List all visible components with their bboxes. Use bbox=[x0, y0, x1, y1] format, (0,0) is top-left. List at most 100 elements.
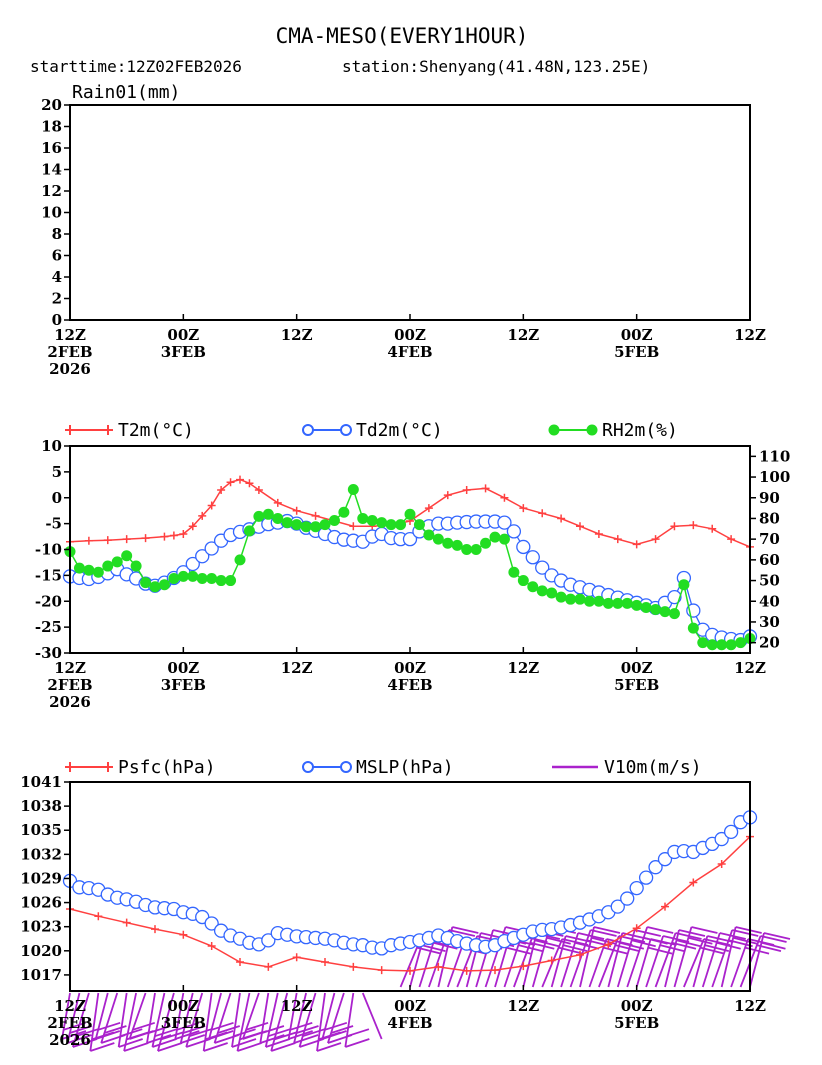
data-point bbox=[291, 519, 303, 531]
wind-barb-flag bbox=[104, 1025, 127, 1034]
data-point bbox=[517, 575, 529, 587]
data-point bbox=[519, 504, 528, 513]
data-point bbox=[281, 517, 293, 529]
wind-barb-shaft bbox=[94, 992, 109, 1040]
data-point bbox=[516, 539, 531, 555]
wind-barb-flag bbox=[182, 1025, 206, 1034]
pressure-xtick-date: 4FEB bbox=[387, 1014, 432, 1032]
wind-barb-shaft bbox=[174, 992, 185, 1040]
data-point bbox=[195, 549, 210, 564]
wind-barb-flag bbox=[118, 1038, 143, 1048]
rh-ytick-label: 20 bbox=[759, 634, 780, 652]
data-point bbox=[179, 930, 188, 939]
wind-barb-flag bbox=[95, 1030, 121, 1040]
wind-barb-flag bbox=[345, 1038, 370, 1048]
data-point bbox=[648, 860, 663, 875]
data-point bbox=[103, 536, 112, 545]
wind-barb-flag bbox=[180, 1034, 206, 1044]
wind-barb-flag bbox=[590, 929, 617, 937]
legend-entry-td2m: Td2m(°C) bbox=[302, 420, 443, 441]
wind-barb-flag bbox=[157, 1042, 183, 1052]
wind-barb-flag bbox=[296, 1025, 319, 1034]
legend-label-mslp: MSLP(hPa) bbox=[356, 757, 454, 778]
wind-barb-shaft bbox=[720, 926, 737, 988]
data-point bbox=[413, 519, 425, 531]
wind-barb-shaft bbox=[321, 992, 336, 1040]
wind-barb-flag bbox=[90, 1042, 115, 1052]
data-point bbox=[610, 899, 625, 914]
data-point bbox=[725, 639, 737, 651]
data-point bbox=[357, 512, 369, 524]
rain-ytick-label: 0 bbox=[52, 311, 62, 329]
wind-barb-flag bbox=[217, 1025, 241, 1034]
data-point bbox=[659, 606, 671, 618]
wind-barb-flag bbox=[69, 1025, 93, 1034]
wind-barb-flag bbox=[324, 1021, 348, 1031]
data-point bbox=[727, 535, 736, 544]
wind-barb-flag bbox=[688, 936, 713, 945]
wind-barb-shaft bbox=[179, 992, 194, 1044]
wind-barb-flag bbox=[289, 1021, 313, 1031]
pressure-panel: Psfc(hPa) MSLP(hPa) V10m(m/s) 1017 1020 1023… bbox=[20, 757, 791, 1052]
rain-xtick-time: 00Z bbox=[394, 326, 426, 344]
wind-barb-shaft bbox=[242, 992, 260, 1040]
wind-barb-shaft bbox=[123, 992, 137, 1052]
data-point bbox=[185, 556, 200, 572]
data-point bbox=[717, 859, 726, 868]
wind-barb-shaft bbox=[236, 992, 251, 1052]
rh-ytick-label: 30 bbox=[759, 613, 780, 631]
wind-barb-flag bbox=[433, 941, 458, 950]
rain-xtick-time: 12Z bbox=[54, 326, 86, 344]
chart-title: CMA-MESO(EVERY1HOUR) bbox=[276, 24, 529, 48]
wind-barb-flag bbox=[647, 926, 674, 934]
data-point bbox=[84, 536, 93, 545]
pressure-ytick-label: 1023 bbox=[20, 918, 62, 936]
temp-ytick-label: -5 bbox=[45, 515, 62, 533]
data-point bbox=[538, 509, 547, 518]
data-point bbox=[687, 622, 699, 634]
temp-plot-frame bbox=[69, 445, 751, 654]
pressure-xtick-time: 12Z bbox=[54, 997, 86, 1015]
data-point bbox=[311, 511, 320, 520]
data-point bbox=[714, 831, 729, 847]
wind-barb-flag bbox=[175, 1030, 200, 1040]
temp-ytick-label: 5 bbox=[52, 463, 62, 481]
data-point bbox=[650, 604, 662, 616]
data-point bbox=[204, 916, 219, 931]
temp-xtick-date: 3FEB bbox=[161, 676, 206, 694]
temp-legend: T2m(°C) Td2m(°C) RH2m(%) bbox=[65, 420, 678, 441]
data-point bbox=[188, 522, 197, 531]
data-point bbox=[158, 579, 170, 591]
data-point bbox=[254, 485, 263, 494]
data-point bbox=[462, 485, 471, 494]
data-point bbox=[620, 891, 635, 906]
wind-barb-shaft bbox=[128, 992, 147, 1040]
wind-barb-flag bbox=[267, 1028, 291, 1038]
rh-ytick-label: 50 bbox=[759, 572, 780, 590]
temp-xtick-date: 5FEB bbox=[614, 676, 659, 694]
data-point bbox=[668, 608, 680, 620]
legend-label-t2m: T2m(°C) bbox=[118, 420, 194, 441]
temp-ytick-label: -20 bbox=[35, 592, 62, 610]
data-point bbox=[491, 966, 499, 975]
data-point bbox=[632, 540, 641, 549]
data-point bbox=[432, 533, 444, 545]
wind-barb-flag bbox=[732, 929, 759, 937]
wind-barb-flag bbox=[761, 941, 786, 950]
rain-xtick-date: 4FEB bbox=[387, 343, 432, 361]
wind-barb-shaft bbox=[316, 992, 326, 1052]
temp-ytick-label: 0 bbox=[52, 489, 62, 507]
legend-label-td2m: Td2m(°C) bbox=[356, 420, 443, 441]
temp-xtick-time: 12Z bbox=[281, 659, 313, 677]
legend-marker-circle bbox=[340, 424, 352, 436]
data-point bbox=[122, 535, 131, 544]
wind-barb-flag bbox=[160, 1031, 184, 1041]
data-point bbox=[226, 478, 235, 487]
data-point bbox=[196, 572, 208, 584]
wind-barb-shaft bbox=[293, 992, 307, 1044]
chart-station: station:Shenyang(41.48N,123.25E) bbox=[342, 57, 650, 76]
legend-marker-plus bbox=[103, 425, 113, 435]
temp-xtick-date: 4FEB bbox=[387, 676, 432, 694]
wind-barb-flag bbox=[574, 941, 600, 950]
rain-ytick-label: 14 bbox=[41, 161, 62, 179]
